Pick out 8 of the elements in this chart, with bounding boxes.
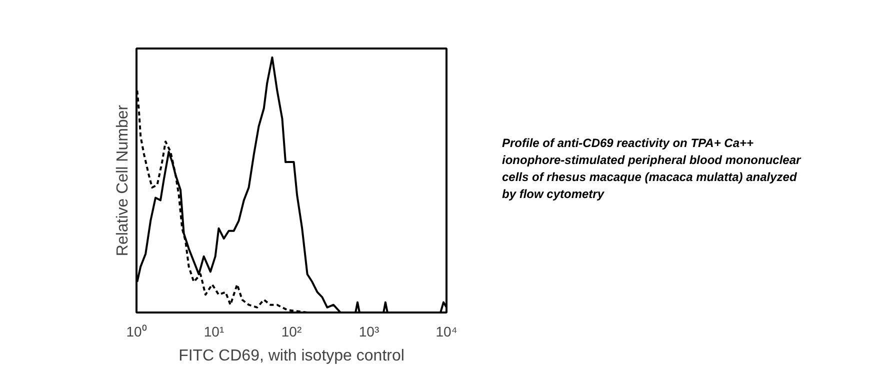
- x-tick-label: 10¹: [204, 324, 224, 340]
- y-axis-title: Relative Cell Number: [114, 104, 132, 256]
- x-axis-title: FITC CD69, with isotype control: [178, 348, 404, 364]
- text: Profile of anti-CD69 reactivity on TPA+ Ca++ ionophore-stimulated peripheral blood mononuclear cells of rhesus macaque (macaca mulatta) analyzed by flow cytometry: [502, 135, 802, 203]
- x-tick-label: 10³: [358, 324, 380, 340]
- x-tick-label: 10⁰: [126, 324, 147, 340]
- x-tick-label: 10⁴: [436, 324, 458, 340]
- x-tick-label: 10²: [281, 324, 302, 340]
